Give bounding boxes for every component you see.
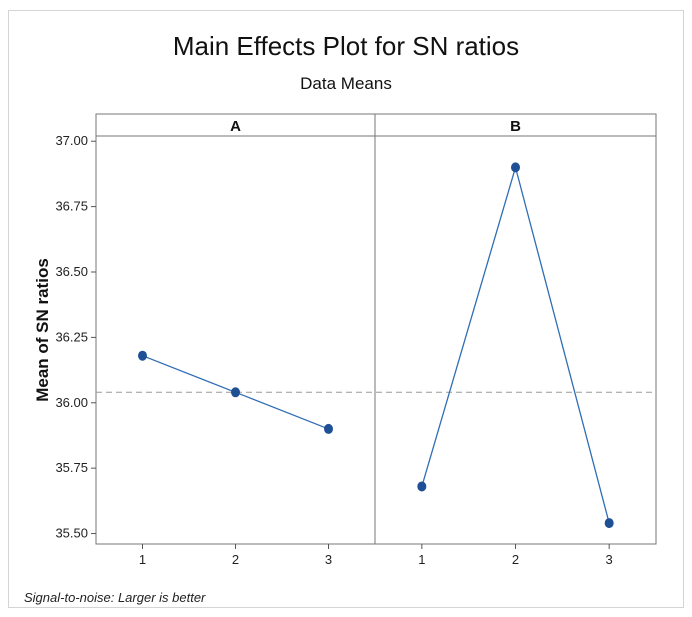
panel-b-box	[374, 135, 657, 545]
y-tick-label: 36.50	[55, 264, 88, 279]
x-tick-label: 1	[418, 552, 425, 567]
y-axis-label: Mean of SN ratios	[33, 258, 52, 402]
chart-subtitle: Data Means	[300, 74, 392, 93]
x-tick-label: 3	[325, 552, 332, 567]
y-tick-label: 35.75	[55, 460, 88, 475]
chart-title: Main Effects Plot for SN ratios	[173, 31, 519, 61]
y-tick-label: 36.25	[55, 329, 88, 344]
data-point-b	[604, 518, 614, 529]
x-tick-label: 2	[512, 552, 519, 567]
data-point-a	[138, 350, 147, 361]
panel-a-box	[95, 135, 376, 545]
data-point-a	[231, 387, 240, 398]
x-tick-label: 1	[139, 552, 146, 567]
x-tick-label: 3	[606, 552, 613, 567]
panel-label-a: A	[230, 118, 241, 135]
plot-area: A B 35.50 35.75 36.00 36.25 36.50 36.75 37.00 1 2 3…	[55, 113, 657, 567]
y-tick-label: 36.75	[55, 199, 88, 214]
panel-label-b: B	[510, 118, 521, 135]
y-tick-label: 37.00	[55, 133, 88, 148]
data-point-b	[511, 162, 520, 173]
footnote: Signal-to-noise: Larger is better	[24, 590, 206, 605]
data-point-b	[417, 481, 427, 492]
y-tick-label: 36.00	[55, 395, 88, 410]
data-point-a	[324, 423, 333, 434]
y-tick-label: 35.50	[55, 526, 88, 541]
panel-b-header	[374, 113, 657, 137]
x-tick-label: 2	[232, 552, 239, 567]
